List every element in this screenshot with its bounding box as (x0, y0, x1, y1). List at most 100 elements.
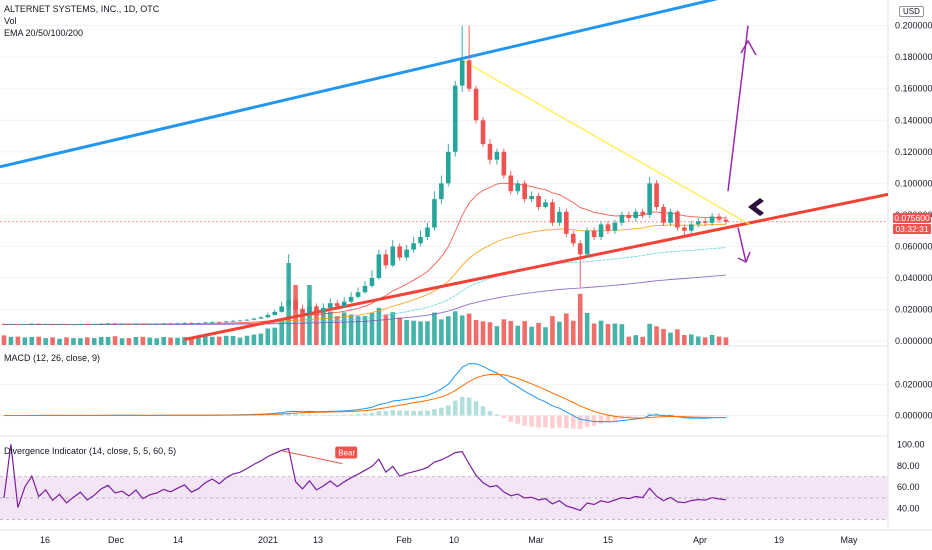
volume-bar (15, 336, 21, 345)
volume-bar (626, 336, 632, 345)
candle-body (577, 243, 583, 255)
candle-body (15, 324, 21, 325)
volume-bar (300, 308, 305, 345)
volume-bar (78, 338, 83, 345)
macd-histogram-bar (557, 415, 562, 428)
time-tick-label: 15 (603, 535, 613, 545)
volume-bar (85, 337, 90, 345)
volume-bar (446, 316, 451, 345)
volume-bar (57, 338, 62, 345)
volume-bar (619, 324, 625, 345)
volume-bar (682, 335, 687, 345)
candle-body (543, 202, 548, 208)
time-tick-label: Feb (396, 535, 412, 545)
volume-bar (272, 327, 278, 345)
macd-histogram-bar (265, 414, 271, 416)
macd-histogram-bar (466, 397, 472, 416)
volume-bar (522, 321, 527, 345)
volume-bar (265, 328, 271, 345)
volume-bar (244, 335, 250, 345)
volume-bar (452, 311, 458, 345)
macd-histogram-bar (223, 415, 229, 416)
macd-histogram-bar (688, 415, 694, 417)
candle-body (397, 246, 403, 258)
macd-histogram-bar (480, 406, 486, 416)
macd-histogram-bar (404, 410, 409, 416)
macd-histogram-bar (598, 415, 604, 424)
macd-line (4, 363, 726, 423)
volume-bar (459, 315, 465, 345)
price-tick-label: 0.000000 (895, 336, 932, 346)
volume-bar (258, 333, 264, 345)
candle-body (723, 219, 729, 222)
volume-bar (22, 337, 28, 345)
volume-bar (536, 322, 541, 345)
candle-body (369, 277, 375, 286)
volume-bar (376, 307, 382, 345)
volume-bar (702, 337, 708, 345)
candle-body (244, 319, 250, 321)
macd-histogram-bar (321, 414, 326, 416)
ema-lines (4, 182, 727, 325)
macd-histogram-bar (293, 413, 298, 416)
candle-body (487, 143, 493, 160)
candle-body (43, 324, 48, 325)
macd-histogram-bar (244, 415, 250, 416)
volume-bar (480, 321, 486, 345)
candle-body (112, 323, 118, 325)
ema-label: EMA 20/50/100/200 (4, 28, 84, 38)
candle-body (216, 321, 222, 323)
candle-body (515, 183, 521, 192)
bear-badge (335, 446, 358, 459)
candle-body (688, 224, 694, 231)
volume-bar (1, 335, 7, 345)
time-tick-label: May (840, 535, 858, 545)
candle-body (223, 321, 229, 323)
time-tick-label: Apr (693, 535, 707, 545)
currency-button[interactable]: USD (899, 6, 924, 17)
volume-bar (695, 336, 701, 345)
volume-bar (633, 335, 639, 345)
macd-histogram-bar (439, 407, 444, 416)
candle-body (189, 322, 194, 324)
macd-histogram-bar (327, 414, 333, 416)
candle-body (529, 195, 534, 200)
volume-bar (466, 313, 472, 345)
macd-histogram-bar (675, 415, 680, 417)
volume-bar (584, 313, 590, 345)
macd-histogram-bar (508, 415, 514, 422)
macd-histogram-bar (536, 415, 541, 428)
volume-bar (321, 312, 326, 345)
candle-body (168, 323, 173, 325)
candle-body (286, 300, 291, 307)
bear-divergence-line (281, 450, 343, 465)
price-tick-label: 0.040000 (895, 273, 932, 283)
volume-bar (140, 336, 146, 345)
volume-bar (473, 320, 479, 345)
candle-body (612, 222, 618, 231)
divergence-label: Divergence Indicator (14, close, 5, 5, 6… (4, 446, 177, 456)
candle-body (57, 324, 62, 325)
volume-bar (709, 334, 715, 345)
candle-body (570, 233, 576, 244)
price-tick-label: 0.060000 (895, 241, 932, 251)
candle-body (668, 211, 673, 223)
volume-bar (314, 309, 319, 345)
volume-bar (605, 324, 611, 345)
volume-bar (64, 337, 69, 345)
candle-body (91, 324, 97, 325)
volume-bar (418, 321, 423, 345)
macd-histogram-bar (661, 414, 666, 416)
vol-label: Vol (4, 16, 17, 26)
time-tick-label: 13 (313, 535, 323, 545)
candle-body (459, 60, 465, 86)
candle-body (209, 321, 215, 323)
candle-body (536, 195, 541, 208)
macd-histogram-bar (605, 415, 611, 423)
volume-bar (529, 326, 534, 345)
macd-histogram-bar (473, 401, 479, 416)
volume-bar (383, 314, 389, 345)
bear-badge-label: Bear (338, 448, 355, 457)
volume-bar (196, 337, 201, 345)
candle-body (355, 292, 361, 297)
